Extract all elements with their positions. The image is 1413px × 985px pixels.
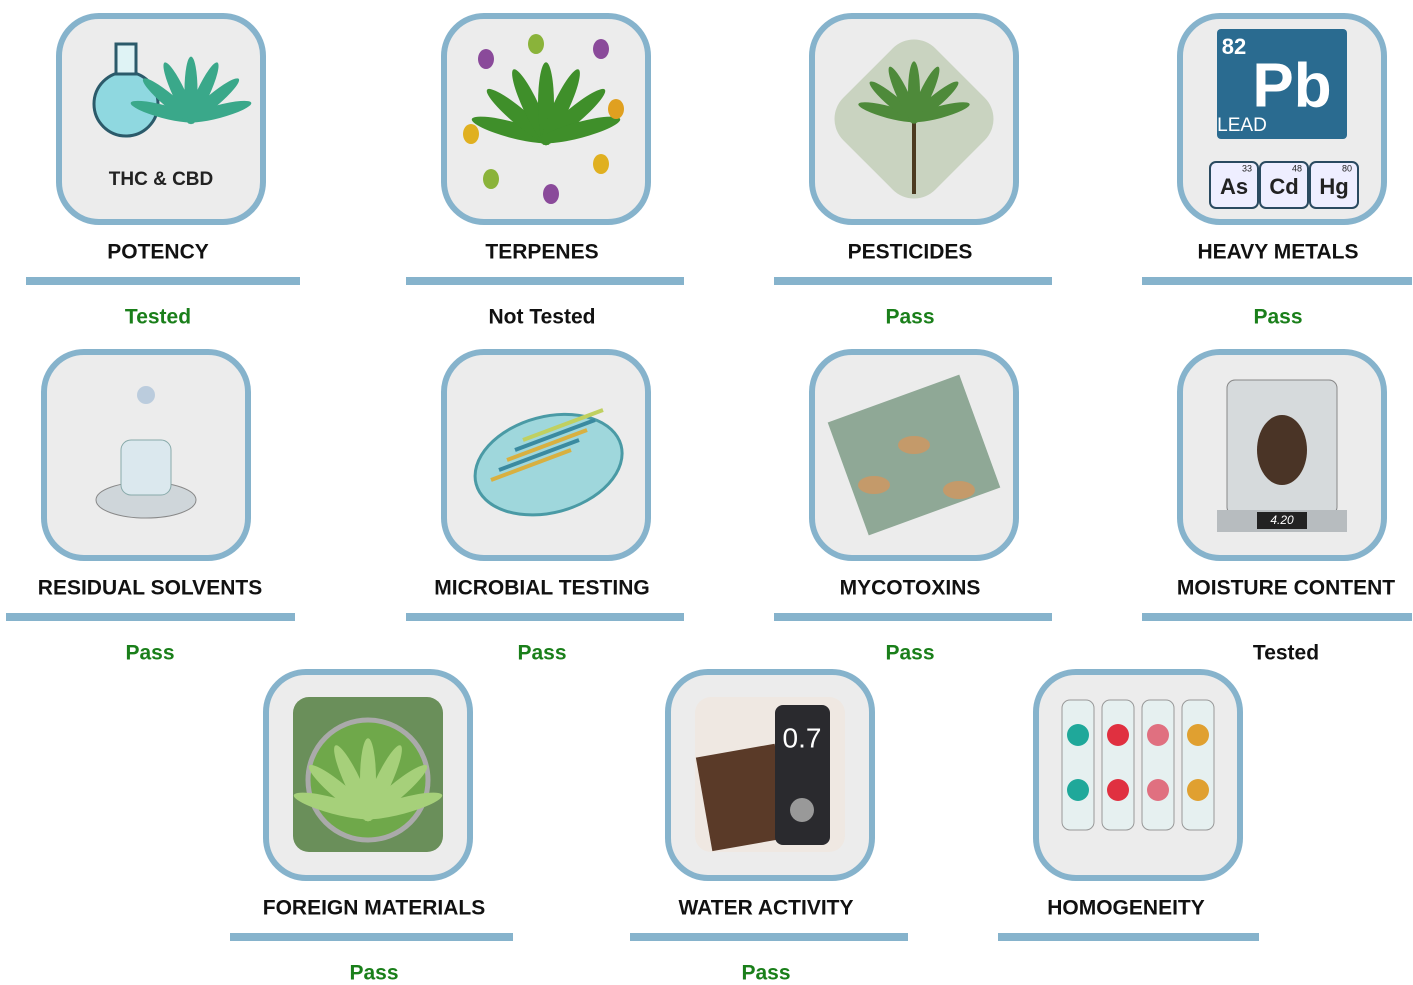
- tile-label: RESIDUAL SOLVENTS: [38, 577, 262, 600]
- tile-status: Not Tested: [489, 306, 596, 329]
- tile-status: Pass: [517, 642, 566, 665]
- tile-label: FOREIGN MATERIALS: [263, 897, 485, 920]
- gummy: [1147, 779, 1169, 801]
- drop: [478, 49, 494, 69]
- icon-text: 82: [1222, 34, 1246, 59]
- tile: RESIDUAL SOLVENTS Pass: [6, 352, 295, 665]
- drop: [593, 154, 609, 174]
- tile: 0.7 WATER ACTIVITY Pass: [630, 672, 908, 985]
- icon-text: Cd: [1269, 174, 1298, 199]
- drop: [528, 34, 544, 54]
- drop: [593, 39, 609, 59]
- gummy: [1187, 779, 1209, 801]
- tile: HOMOGENEITY: [998, 672, 1259, 941]
- tile: MICROBIAL TESTING Pass: [406, 352, 684, 665]
- divider: [774, 277, 1052, 285]
- gummy: [1187, 724, 1209, 746]
- gummy: [1107, 779, 1129, 801]
- icon-text: Hg: [1319, 174, 1348, 199]
- knob: [790, 798, 814, 822]
- bud: [1257, 415, 1307, 485]
- tile-label: MYCOTOXINS: [840, 577, 981, 600]
- tile: 4.20 MOISTURE CONTENT Tested: [1142, 352, 1412, 665]
- icon-text: 0.7: [783, 722, 822, 753]
- tile-status: Pass: [741, 962, 790, 985]
- tile-status: Tested: [1253, 642, 1319, 665]
- tile-label: POTENCY: [107, 241, 209, 264]
- mushroom: [943, 481, 975, 499]
- icon-text: LEAD: [1217, 115, 1267, 136]
- icon-text: As: [1220, 174, 1248, 199]
- icon-text: THC & CBD: [109, 169, 214, 190]
- page: THC & CBD POTENCY Tested TERPENES Not Tested…: [0, 0, 1413, 985]
- gummy: [1147, 724, 1169, 746]
- mushroom: [858, 476, 890, 494]
- drop: [608, 99, 624, 119]
- tile-label: WATER ACTIVITY: [679, 897, 854, 920]
- drop: [137, 386, 155, 404]
- divider: [6, 613, 295, 621]
- tile-status: Pass: [1253, 306, 1302, 329]
- tile-status: Pass: [885, 306, 934, 329]
- tile-status: Pass: [885, 642, 934, 665]
- icon-frame: [59, 16, 263, 222]
- tile-label: MOISTURE CONTENT: [1177, 577, 1395, 600]
- icon-text: Pb: [1252, 51, 1331, 120]
- flask-neck: [116, 44, 136, 74]
- drop: [463, 124, 479, 144]
- tile-label: TERPENES: [485, 241, 598, 264]
- tile: THC & CBD POTENCY Tested: [26, 16, 300, 329]
- tube: [1062, 700, 1094, 830]
- tile: MYCOTOXINS Pass: [774, 352, 1052, 665]
- tile-label: PESTICIDES: [848, 241, 973, 264]
- icon-text: 80: [1342, 163, 1352, 173]
- tube: [1182, 700, 1214, 830]
- vial: [121, 440, 171, 495]
- tile-label: HEAVY METALS: [1197, 241, 1358, 264]
- icon-text: 48: [1292, 163, 1302, 173]
- divider: [230, 933, 513, 941]
- divider: [406, 277, 684, 285]
- icon-text: 33: [1242, 163, 1252, 173]
- tube: [1102, 700, 1134, 830]
- divider: [774, 613, 1052, 621]
- divider: [1142, 613, 1412, 621]
- divider: [998, 933, 1259, 941]
- tile-label: HOMOGENEITY: [1047, 897, 1205, 920]
- drop: [483, 169, 499, 189]
- tile-status: Pass: [125, 642, 174, 665]
- divider: [1142, 277, 1412, 285]
- tile: TERPENES Not Tested: [406, 16, 684, 329]
- tile-status: Pass: [349, 962, 398, 985]
- gummy: [1067, 779, 1089, 801]
- icon-text: 4.20: [1270, 513, 1294, 527]
- drop: [543, 184, 559, 204]
- gummy: [1107, 724, 1129, 746]
- divider: [630, 933, 908, 941]
- tile: FOREIGN MATERIALS Pass: [230, 672, 513, 985]
- tile-status: Tested: [125, 306, 191, 329]
- divider: [406, 613, 684, 621]
- mushroom: [898, 436, 930, 454]
- tile-label: MICROBIAL TESTING: [434, 577, 649, 600]
- gummy: [1067, 724, 1089, 746]
- tile: PESTICIDES Pass: [774, 16, 1052, 329]
- tube: [1142, 700, 1174, 830]
- divider: [26, 277, 300, 285]
